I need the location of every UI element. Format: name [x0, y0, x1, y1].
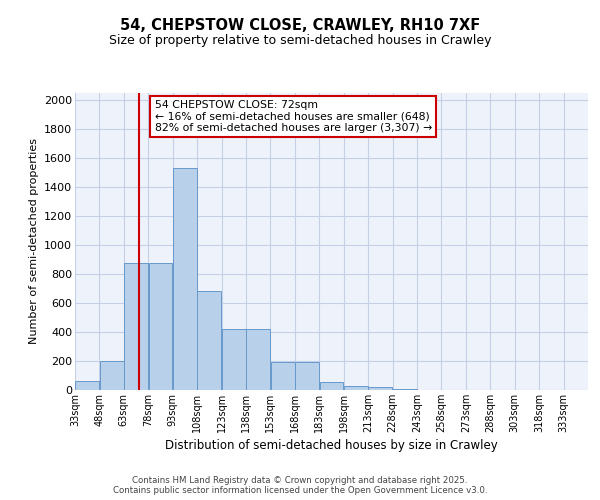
Bar	[173, 168, 197, 390]
Bar	[271, 362, 295, 390]
Bar	[295, 362, 319, 390]
Bar	[197, 292, 221, 390]
Text: Size of property relative to semi-detached houses in Crawley: Size of property relative to semi-detach…	[109, 34, 491, 47]
Bar	[124, 263, 148, 390]
Text: Contains HM Land Registry data © Crown copyright and database right 2025.
Contai: Contains HM Land Registry data © Crown c…	[113, 476, 487, 495]
X-axis label: Distribution of semi-detached houses by size in Crawley: Distribution of semi-detached houses by …	[165, 439, 498, 452]
Bar	[320, 382, 343, 390]
Bar	[393, 388, 417, 390]
Bar	[149, 263, 172, 390]
Bar	[222, 329, 246, 390]
Bar	[100, 361, 124, 390]
Bar	[75, 380, 99, 390]
Bar	[344, 386, 368, 390]
Bar	[368, 387, 392, 390]
Text: 54, CHEPSTOW CLOSE, CRAWLEY, RH10 7XF: 54, CHEPSTOW CLOSE, CRAWLEY, RH10 7XF	[120, 18, 480, 32]
Text: 54 CHEPSTOW CLOSE: 72sqm
← 16% of semi-detached houses are smaller (648)
82% of : 54 CHEPSTOW CLOSE: 72sqm ← 16% of semi-d…	[155, 100, 432, 133]
Y-axis label: Number of semi-detached properties: Number of semi-detached properties	[29, 138, 38, 344]
Bar	[246, 329, 270, 390]
